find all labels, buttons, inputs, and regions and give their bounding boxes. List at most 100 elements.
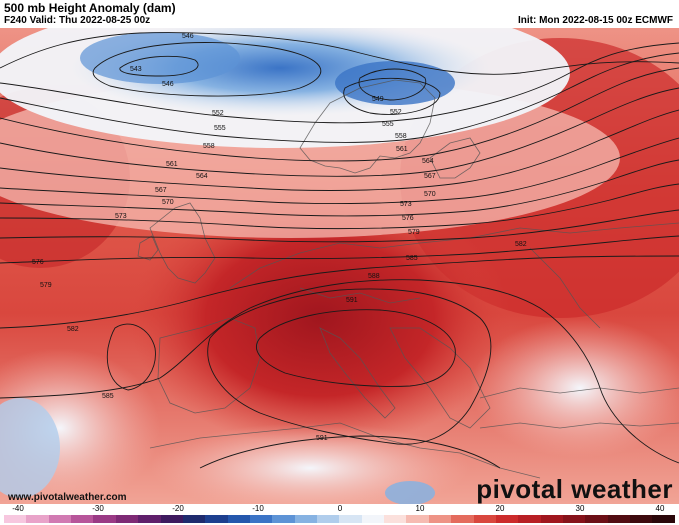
colorbar-swatch — [4, 515, 27, 523]
coast-finland — [429, 137, 481, 179]
colorbar-swatch — [205, 515, 228, 523]
colorbar-swatch — [607, 515, 631, 523]
contour-561 — [0, 87, 679, 177]
contour-label: 588 — [368, 273, 380, 280]
contour-label: 552 — [390, 109, 402, 116]
coast-continent-north — [229, 222, 679, 289]
colorbar-swatch — [93, 515, 116, 523]
colorbar-swatch — [361, 515, 385, 523]
colorbar-swatch — [227, 515, 250, 523]
contour-label: 579 — [408, 229, 420, 236]
colorbar-tick: 30 — [575, 504, 585, 513]
contour-label: 564 — [422, 158, 434, 165]
colorbar-swatch — [384, 515, 407, 523]
contour-588 — [207, 288, 492, 445]
contour-label: 567 — [424, 173, 436, 180]
coast-turkey-south — [479, 422, 679, 429]
colorbar-tick: -40 — [12, 504, 24, 513]
contour-label: 591 — [346, 297, 358, 304]
contour-570 — [0, 159, 679, 217]
contour-label: 582 — [67, 326, 79, 333]
contour-546-west — [92, 42, 322, 97]
contour-label: 558 — [203, 143, 215, 150]
height-anomaly-map: 546 543 546 549 552 552 555 555 558 558 … — [0, 28, 679, 504]
map-canvas: 546 543 546 549 552 552 555 555 558 558 … — [0, 28, 679, 504]
map-header: 500 mb Height Anomaly (dam) F240 Valid: … — [0, 0, 679, 28]
colorbar-swatch — [48, 515, 72, 523]
contour-north-outer — [0, 32, 679, 75]
contour-label: 552 — [212, 110, 224, 117]
coast-scandinavia — [299, 79, 436, 174]
contour-label: 561 — [166, 161, 178, 168]
contour-label: 543 — [130, 66, 142, 73]
contour-labels: 546 543 546 549 552 552 555 555 558 558 … — [32, 33, 527, 442]
border-east — [529, 247, 601, 329]
anomaly-southwest-blue — [0, 398, 60, 498]
contour-543 — [119, 55, 199, 77]
colorbar-swatch — [451, 515, 474, 523]
contour-579 — [0, 235, 679, 264]
coast-italy — [319, 327, 396, 419]
contour-label: 570 — [424, 191, 436, 198]
map-title: 500 mb Height Anomaly (dam) — [4, 1, 176, 15]
contour-label: 573 — [400, 201, 412, 208]
contour-label: 579 — [40, 282, 52, 289]
colorbar-swatch — [294, 515, 318, 523]
colorbar-swatch — [26, 515, 49, 523]
contour-582 — [0, 255, 679, 329]
brand-logo: pivotal weather — [476, 474, 673, 504]
colorbar-swatch — [160, 515, 183, 523]
colorbar-swatch — [495, 515, 519, 523]
colorbar-swatch — [652, 515, 675, 523]
colorbar-scale — [4, 515, 675, 523]
colorbar-swatch — [138, 515, 161, 523]
colorbar-swatch — [317, 515, 340, 523]
contour-label: 558 — [395, 133, 407, 140]
contour-label: 555 — [382, 121, 394, 128]
contour-label: 585 — [406, 255, 418, 262]
colorbar-swatch — [428, 515, 452, 523]
colorbar-tick: 40 — [655, 504, 665, 513]
anomaly-south-blue — [385, 481, 435, 504]
contour-546-east — [358, 68, 427, 101]
coast-turkey-north — [479, 387, 679, 399]
contour-label: 546 — [162, 81, 174, 88]
contour-591-north — [256, 309, 456, 387]
contour-label: 555 — [214, 125, 226, 132]
anomaly-blue-core-east — [335, 61, 455, 105]
colorbar-swatch — [71, 515, 94, 523]
contour-label: 564 — [196, 173, 208, 180]
height-contours — [0, 32, 679, 469]
contour-567 — [0, 137, 679, 205]
colorbar-swatch — [518, 515, 541, 523]
contour-label: 591 — [316, 435, 328, 442]
colorbar-swatch — [249, 515, 273, 523]
contour-label: 549 — [372, 96, 384, 103]
colorbar-tick: -10 — [252, 504, 264, 513]
contour-591-south — [199, 435, 501, 469]
colorbar-tick: 10 — [415, 504, 425, 513]
coast-iberia — [157, 317, 261, 414]
coast-north-africa — [149, 422, 541, 479]
contour-label: 561 — [396, 146, 408, 153]
anomaly-central-red — [130, 188, 510, 448]
colorbar-swatch — [473, 515, 496, 523]
contour-552 — [0, 42, 679, 124]
colorbar-swatch — [115, 515, 139, 523]
colorbar-tick-labels: -40 -30 -20 -10 0 10 20 30 40 — [0, 504, 679, 514]
contour-558 — [0, 67, 679, 162]
contour-549 — [343, 77, 441, 115]
contour-555 — [0, 52, 679, 143]
border-central — [299, 287, 421, 304]
contour-585 — [0, 279, 679, 464]
colorbar-swatch — [562, 515, 586, 523]
colorbar-swatch — [406, 515, 429, 523]
contour-582-atlantic-loop — [106, 323, 156, 391]
colorbar-swatch — [272, 515, 295, 523]
colorbar-tick: -20 — [172, 504, 184, 513]
contour-label: 585 — [102, 393, 114, 400]
valid-time: F240 Valid: Thu 2022-08-25 00z — [4, 15, 151, 26]
contour-label: 573 — [115, 213, 127, 220]
colorbar-swatch — [339, 515, 362, 523]
colorbar-tick: 0 — [337, 504, 343, 513]
